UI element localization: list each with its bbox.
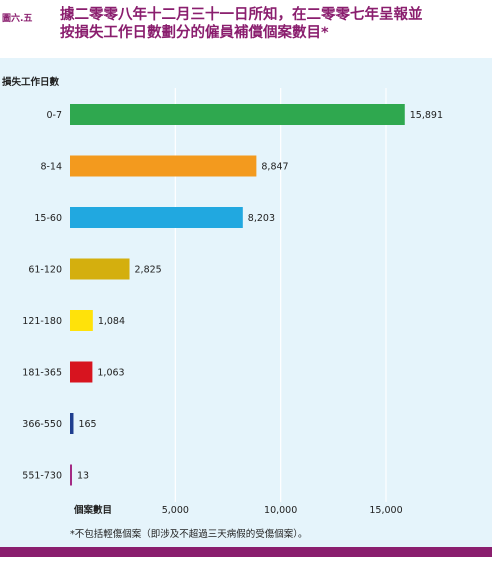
y-axis-title: 損失工作日數	[2, 76, 60, 88]
category-label-5: 181-365	[22, 368, 62, 379]
bar-7	[70, 464, 72, 486]
category-label-0: 0-7	[46, 110, 62, 121]
category-label-1: 8-14	[40, 162, 62, 173]
x-axis-title: 個案數目	[73, 504, 112, 516]
bar-2	[70, 207, 243, 228]
bottom-bar	[0, 547, 492, 557]
bar-4	[70, 310, 93, 331]
value-label-1: 8,847	[261, 162, 288, 173]
bar-3	[70, 258, 130, 280]
value-label-2: 8,203	[248, 213, 275, 224]
chart-title-line-1: 據二零零八年十二月三十一日所知，在二零零七年呈報並	[60, 7, 423, 23]
bar-1	[70, 155, 257, 177]
value-label-7: 13	[77, 471, 89, 482]
category-label-7: 551-730	[22, 471, 62, 482]
x-tick-label-1: 10,000	[264, 505, 297, 516]
chart-panel	[0, 58, 492, 547]
chart-title: 據二零零八年十二月三十一日所知，在二零零七年呈報並 按損失工作日數劃分的僱員補償…	[60, 6, 480, 42]
value-label-5: 1,063	[97, 368, 124, 379]
x-tick-label-0: 5,000	[162, 505, 189, 516]
bar-5	[70, 361, 93, 383]
bar-chart: 損失工作日數 0-7 15,891 8-14 8,847 15-60 8,203 61-120…	[2, 76, 443, 516]
value-label-0: 15,891	[410, 110, 443, 121]
bar-0	[70, 104, 405, 125]
bar-6	[70, 413, 74, 434]
figure-number: 圖六.五	[2, 14, 33, 24]
value-label-3: 2,825	[135, 265, 162, 276]
category-label-6: 366-550	[22, 419, 62, 430]
category-label-3: 61-120	[28, 265, 62, 276]
value-label-4: 1,084	[98, 316, 125, 327]
category-label-4: 121-180	[22, 316, 62, 327]
value-label-6: 165	[78, 419, 96, 430]
chart-title-line-2: 按損失工作日數劃分的僱員補償個案數目*	[60, 25, 329, 41]
x-tick-label-2: 15,000	[369, 505, 402, 516]
category-label-2: 15-60	[34, 213, 62, 224]
footnote: *不包括輕傷個案（即涉及不超過三天病假的受傷個案）。	[70, 529, 308, 540]
